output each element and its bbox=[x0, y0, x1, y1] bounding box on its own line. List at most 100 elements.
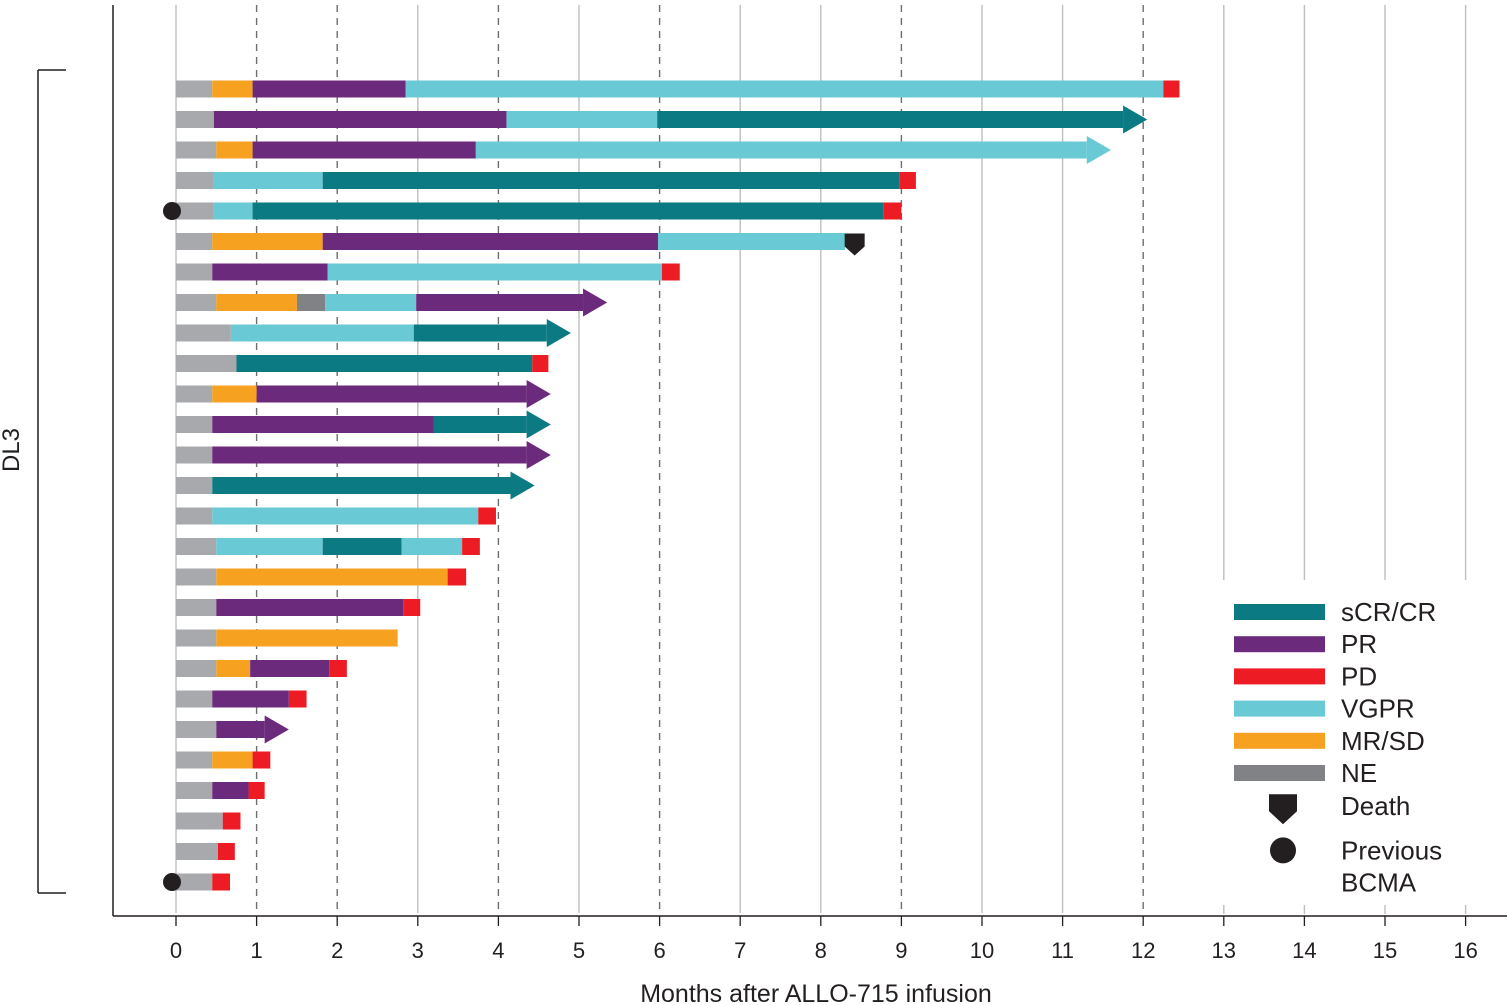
bar-segment-pr bbox=[250, 660, 330, 677]
bar-segment-pd bbox=[212, 873, 231, 891]
bar-segment-pd bbox=[222, 812, 241, 830]
previous-bcma-icon bbox=[1270, 837, 1296, 864]
bar-segment-pre bbox=[176, 446, 213, 464]
bar-segment-pre bbox=[176, 782, 213, 799]
bar-segment-pr bbox=[256, 385, 527, 403]
bar-segment-vgpr bbox=[325, 294, 417, 311]
x-tick-label-14: 14 bbox=[1292, 938, 1316, 963]
patient-row-14 bbox=[176, 471, 535, 500]
legend-swatch bbox=[1234, 668, 1325, 685]
x-tick-label-9: 9 bbox=[895, 938, 907, 963]
bar-segment-pre bbox=[176, 355, 237, 372]
bar-segment-scr-cr bbox=[212, 477, 511, 494]
patient-row-1 bbox=[176, 80, 1180, 98]
bar-segment-mr-sd bbox=[216, 660, 251, 677]
patient-row-6 bbox=[176, 233, 865, 256]
patient-row-9 bbox=[176, 319, 571, 347]
legend-label: PD bbox=[1341, 661, 1377, 691]
ongoing-arrow bbox=[526, 441, 551, 469]
x-tick-label-0: 0 bbox=[170, 938, 182, 963]
bar-segment-pr bbox=[322, 233, 658, 250]
bar-segment-scr-cr bbox=[322, 538, 402, 555]
bar-segment-mr-sd bbox=[216, 141, 253, 159]
legend-label: PR bbox=[1341, 629, 1377, 659]
ongoing-arrow bbox=[264, 715, 289, 744]
bar-segment-pre bbox=[176, 568, 217, 586]
bar-segment-mr-sd bbox=[212, 385, 257, 403]
bar-segment-scr-cr bbox=[657, 111, 1124, 128]
x-tick-label-16: 16 bbox=[1453, 938, 1477, 963]
bar-segment-pd bbox=[252, 751, 271, 769]
bar-segment-scr-cr bbox=[252, 202, 884, 220]
bar-segment-pr bbox=[212, 690, 289, 708]
bar-segment-pd bbox=[532, 355, 549, 372]
ongoing-arrow bbox=[526, 380, 551, 408]
legend-label: sCR/CR bbox=[1341, 597, 1436, 627]
bar-segment-pre bbox=[176, 324, 231, 342]
bar-segment-pre bbox=[176, 721, 217, 738]
bar-segment-pr bbox=[216, 721, 265, 738]
patient-row-7 bbox=[176, 263, 680, 281]
patient-row-25 bbox=[176, 812, 241, 830]
bar-segment-mr-sd bbox=[212, 80, 253, 98]
legend-swatch bbox=[1234, 604, 1325, 620]
x-tick-label-1: 1 bbox=[250, 938, 262, 963]
patient-row-13 bbox=[176, 441, 551, 469]
bar-segment-pre bbox=[176, 416, 213, 433]
bar-segment-pre bbox=[176, 873, 213, 891]
legend-swatch bbox=[1234, 636, 1325, 653]
bar-segment-pd bbox=[662, 263, 680, 281]
bar-segment-pd bbox=[217, 843, 235, 860]
x-tick-label-8: 8 bbox=[815, 938, 827, 963]
bar-segment-pd bbox=[447, 568, 467, 586]
patient-row-5 bbox=[163, 202, 902, 220]
x-axis-ticks: 0 1 2 3 4 5 6 7 8 9 10 11 12 13 14 15 16 bbox=[170, 916, 1478, 963]
bar-segment-pre bbox=[176, 141, 217, 159]
bar-segment-pr bbox=[212, 446, 527, 464]
bar-segment-scr-cr bbox=[236, 355, 533, 372]
bar-segment-pre bbox=[176, 294, 217, 311]
patient-bars bbox=[163, 80, 1180, 891]
patient-row-26 bbox=[176, 843, 235, 860]
bar-segment-pr bbox=[216, 599, 404, 616]
bar-segment-pr bbox=[212, 782, 249, 799]
bar-segment-pre bbox=[176, 599, 217, 616]
legend-swatch bbox=[1234, 732, 1325, 749]
x-tick-label-2: 2 bbox=[331, 938, 343, 963]
death-marker bbox=[844, 233, 865, 256]
bar-segment-pre bbox=[176, 538, 217, 555]
patient-row-2 bbox=[176, 105, 1148, 134]
x-tick-label-7: 7 bbox=[734, 938, 746, 963]
legend-item-pr: PR bbox=[1234, 629, 1377, 659]
bar-segment-vgpr bbox=[327, 263, 663, 281]
bar-segment-pre bbox=[176, 385, 213, 403]
legend-item-mr-sd: MR/SD bbox=[1234, 726, 1425, 756]
ongoing-arrow bbox=[583, 288, 608, 317]
bar-segment-vgpr bbox=[213, 202, 253, 220]
legend-item-vgpr: VGPR bbox=[1234, 694, 1415, 724]
bar-segment-pd bbox=[883, 202, 902, 220]
patient-row-3 bbox=[176, 136, 1111, 164]
bar-segment-mr-sd bbox=[216, 568, 448, 586]
legend-label: MR/SD bbox=[1341, 726, 1425, 756]
bar-segment-pr bbox=[252, 141, 476, 159]
axes bbox=[112, 5, 1507, 917]
previous-bcma-marker bbox=[163, 873, 181, 891]
bar-segment-ne bbox=[296, 294, 326, 311]
bar-segment-vgpr bbox=[230, 324, 414, 342]
ongoing-arrow bbox=[1086, 136, 1111, 164]
bar-segment-pd bbox=[329, 660, 347, 677]
x-tick-label-11: 11 bbox=[1051, 938, 1074, 963]
group-bracket: DL3 bbox=[0, 69, 66, 894]
legend-swatch bbox=[1234, 765, 1325, 781]
bar-segment-pre bbox=[176, 507, 213, 525]
bar-segment-pr bbox=[213, 111, 507, 128]
legend-label: VGPR bbox=[1341, 694, 1415, 724]
legend-label: NE bbox=[1341, 758, 1377, 788]
ongoing-arrow bbox=[526, 410, 551, 439]
patient-row-11 bbox=[176, 380, 551, 408]
patient-row-27 bbox=[163, 873, 231, 891]
bar-segment-pre bbox=[176, 80, 213, 98]
